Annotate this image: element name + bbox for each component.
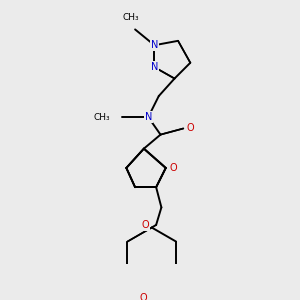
Text: O: O bbox=[187, 124, 194, 134]
Text: O: O bbox=[142, 220, 149, 230]
Text: N: N bbox=[151, 62, 158, 72]
Text: O: O bbox=[170, 163, 178, 173]
Text: N: N bbox=[151, 40, 158, 50]
Text: CH₃: CH₃ bbox=[93, 112, 110, 122]
Text: CH₃: CH₃ bbox=[122, 13, 139, 22]
Text: N: N bbox=[145, 112, 152, 122]
Text: O: O bbox=[139, 293, 147, 300]
